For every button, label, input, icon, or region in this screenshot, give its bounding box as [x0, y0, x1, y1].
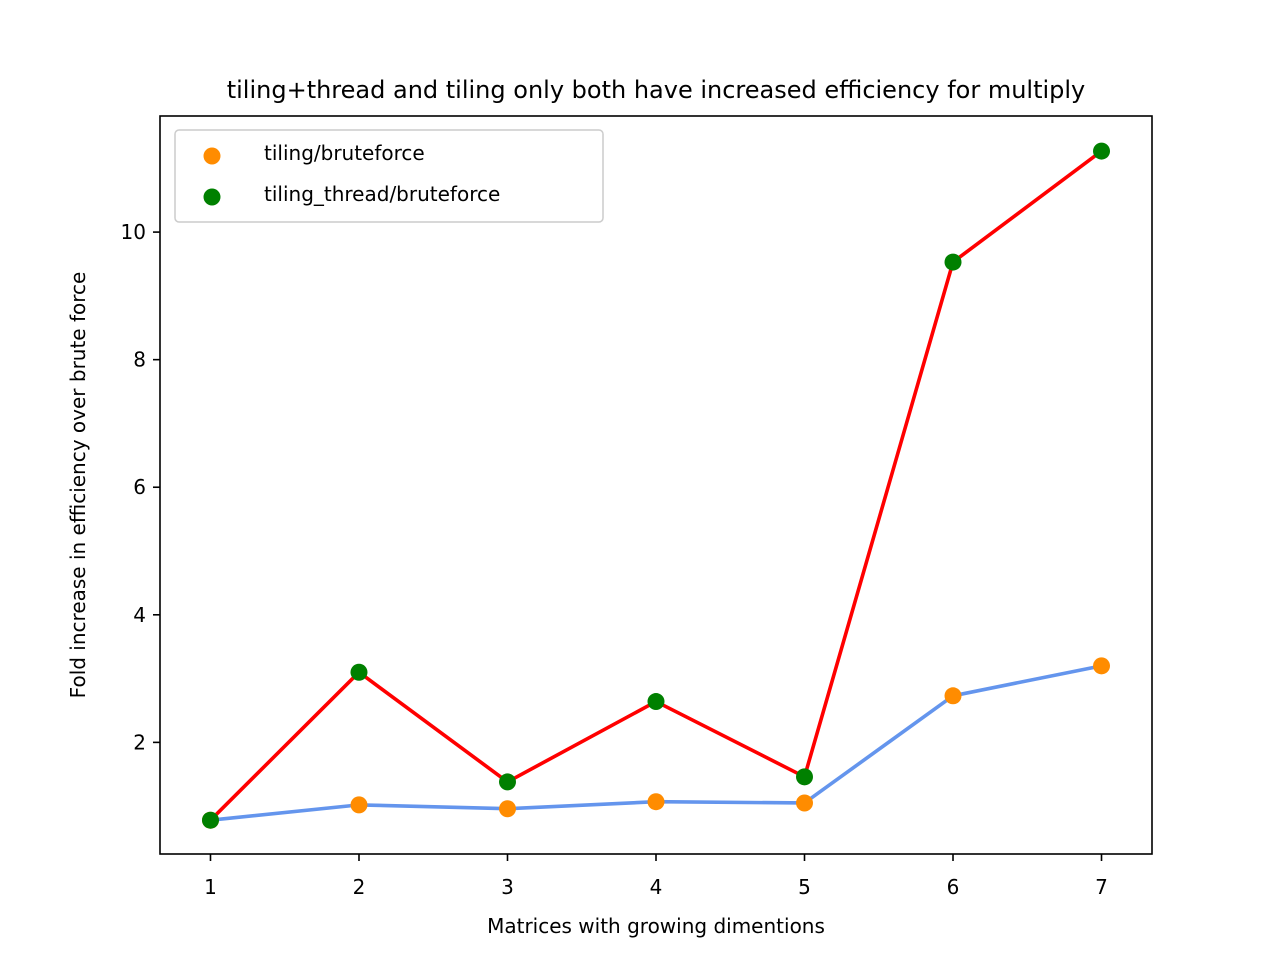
chart-title: tiling+thread and tiling only both have … [227, 76, 1086, 104]
legend-label-tiling-thread: tiling_thread/bruteforce [264, 182, 500, 206]
x-tick-label-2: 2 [353, 875, 366, 899]
legend-marker-tiling [203, 147, 221, 165]
data-point-s1-7 [1093, 142, 1111, 160]
data-point-s1-5 [796, 768, 813, 786]
legend-marker-tiling-thread [203, 188, 221, 206]
data-point-s1-4 [647, 693, 665, 711]
legend: tiling/bruteforce tiling_thread/brutefor… [174, 129, 604, 223]
x-axis-title: Matrices with growing dimentions [487, 914, 825, 938]
y-tick-label-4: 4 [133, 603, 146, 627]
x-tick-label-1: 1 [204, 875, 217, 899]
data-point-s0-3 [499, 800, 516, 818]
data-point-s0-5 [796, 794, 813, 812]
x-tick-label-5: 5 [798, 875, 811, 899]
x-tick-label-6: 6 [947, 875, 960, 899]
y-tick-label-6: 6 [133, 475, 146, 499]
y-tick-label-10: 10 [121, 220, 146, 244]
legend-label-tiling: tiling/bruteforce [264, 141, 425, 165]
legend-box [174, 129, 604, 223]
data-point-s0-6 [944, 687, 962, 705]
data-point-s1-3 [499, 773, 516, 791]
data-point-s0-2 [350, 796, 368, 814]
data-point-s1-6 [944, 253, 962, 271]
y-axis: 2 4 6 8 10 [121, 220, 160, 754]
data-point-s1-2 [350, 663, 368, 681]
data-point-s0-4 [647, 793, 665, 811]
series-points [201, 142, 1111, 829]
y-tick-label-8: 8 [133, 348, 146, 372]
x-axis: 1 2 3 4 5 6 7 [204, 854, 1108, 899]
y-tick-label-2: 2 [133, 730, 146, 754]
y-axis-title: Fold increase in efficiency over brute f… [66, 272, 90, 699]
x-tick-label-7: 7 [1095, 875, 1108, 899]
data-point-s0-7 [1093, 657, 1111, 675]
x-tick-label-4: 4 [650, 875, 663, 899]
x-tick-label-3: 3 [501, 875, 514, 899]
data-point-s1-1 [201, 811, 219, 829]
